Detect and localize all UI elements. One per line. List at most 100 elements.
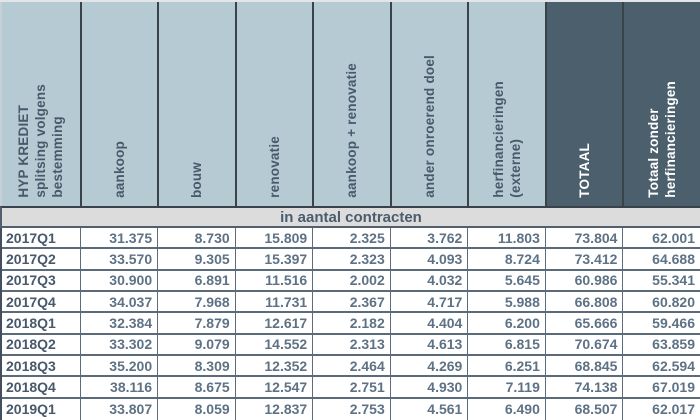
- value-cell: 62.001: [622, 228, 700, 248]
- value-cell: 67.019: [622, 377, 700, 397]
- value-cell: 6.891: [157, 270, 235, 291]
- value-cell: 30.900: [79, 270, 158, 291]
- value-cell: 5.988: [467, 292, 545, 312]
- value-cell: 73.412: [544, 249, 623, 269]
- table-rows: 2017Q1 31.375 8.730 15.809 2.325 3.762 11.803 7…: [0, 228, 700, 420]
- header-cell-totaal-zonder-herfinancieringen: Totaal zonder herfinancieringen: [622, 2, 700, 206]
- quarter-label: 2017Q1: [6, 229, 56, 246]
- value-cell: 33.807: [79, 398, 158, 420]
- header-label-herfinancieringen: herfinancieringen (externe): [491, 81, 524, 198]
- value-cell: 33.302: [79, 334, 158, 355]
- value-cell: 12.547: [234, 377, 313, 397]
- value-cell: 2.002: [312, 270, 390, 291]
- value-cell: 70.674: [544, 334, 623, 355]
- table-row: 2019Q1 33.807 8.059 12.837 2.753 4.561 6.490 68…: [2, 398, 700, 420]
- value-cell: 4.404: [389, 313, 468, 333]
- value-cell: 6.490: [467, 398, 545, 420]
- value-cell: 55.341: [622, 270, 700, 291]
- table-header: HYP KREDIET splitsing volgens bestemming…: [0, 2, 700, 206]
- value-cell: 4.613: [389, 334, 468, 355]
- quarter-label: 2018Q2: [6, 336, 56, 353]
- header-cell-hyp-krediet: HYP KREDIET splitsing volgens bestemming: [2, 2, 80, 206]
- quarter-label: 2017Q3: [6, 272, 56, 289]
- value-cell: 2.464: [312, 356, 390, 376]
- value-cell: 4.930: [389, 377, 468, 397]
- value-cell: 34.037: [79, 292, 158, 312]
- header-label-renovatie: renovatie: [266, 136, 282, 198]
- value-cell: 4.561: [389, 398, 468, 420]
- value-cell: 62.017: [622, 398, 700, 420]
- table-row: 2017Q1 31.375 8.730 15.809 2.325 3.762 11.803 7…: [2, 228, 700, 250]
- unit-band-label: in aantal contracten: [280, 208, 422, 226]
- value-cell: 11.803: [467, 228, 545, 248]
- header-label-totaal-zonder-herfinancieringen: Totaal zonder herfinancieringen: [646, 81, 679, 198]
- value-cell: 2.367: [312, 292, 390, 312]
- header-label-aankoop-renovatie: aankoop + renovatie: [344, 63, 360, 198]
- value-cell: 6.200: [467, 313, 545, 333]
- value-cell: 62.594: [622, 356, 700, 376]
- table-row: 2017Q3 30.900 6.891 11.516 2.002 4.032 5.645 60…: [2, 270, 700, 293]
- value-cell: 9.079: [157, 334, 235, 355]
- value-cell: 8.730: [157, 228, 235, 248]
- table-row: 2017Q4 34.037 7.968 11.731 2.367 4.717 5.988 66…: [2, 292, 700, 314]
- header-label-ander-onroerend-doel: ander onroerend doel: [422, 55, 438, 198]
- quarter-label: 2017Q2: [6, 251, 56, 268]
- table-row: 2018Q4 38.116 8.675 12.547 2.751 4.930 7.119 74…: [2, 377, 700, 399]
- quarter-label: 2019Q1: [6, 401, 56, 418]
- value-cell: 65.666: [544, 313, 623, 333]
- value-cell: 63.859: [622, 334, 700, 355]
- header-cell-aankoop-renovatie: aankoop + renovatie: [312, 2, 390, 206]
- value-cell: 60.820: [622, 292, 700, 312]
- value-cell: 3.762: [389, 228, 468, 248]
- header-label-totaal: TOTAAL: [577, 143, 593, 198]
- value-cell: 7.879: [157, 313, 235, 333]
- value-cell: 8.059: [157, 398, 235, 420]
- quarter-label: 2018Q3: [6, 357, 56, 374]
- quarter-label: 2018Q1: [6, 315, 56, 332]
- value-cell: 2.751: [312, 377, 390, 397]
- value-cell: 12.837: [234, 398, 313, 420]
- value-cell: 8.724: [467, 249, 545, 269]
- value-cell: 38.116: [79, 377, 158, 397]
- header-label-bouw: bouw: [189, 161, 205, 198]
- value-cell: 2.313: [312, 334, 390, 355]
- value-cell: 7.968: [157, 292, 235, 312]
- quarter-label: 2018Q4: [6, 379, 56, 396]
- value-cell: 74.138: [544, 377, 623, 397]
- table-row: 2018Q2 33.302 9.079 14.552 2.313 4.613 6.815 70…: [2, 334, 700, 357]
- header-cell-aankoop: aankoop: [79, 2, 158, 206]
- value-cell: 2.325: [312, 228, 390, 248]
- value-cell: 2.753: [312, 398, 390, 420]
- header-cell-herfinancieringen: herfinancieringen (externe): [467, 2, 545, 206]
- value-cell: 5.645: [467, 270, 545, 291]
- value-cell: 6.815: [467, 334, 545, 355]
- value-cell: 4.093: [389, 249, 468, 269]
- header-cell-ander-onroerend-doel: ander onroerend doel: [389, 2, 468, 206]
- value-cell: 68.507: [544, 398, 623, 420]
- value-cell: 33.570: [79, 249, 158, 269]
- value-cell: 66.808: [544, 292, 623, 312]
- value-cell: 12.352: [234, 356, 313, 376]
- value-cell: 8.675: [157, 377, 235, 397]
- value-cell: 14.552: [234, 334, 313, 355]
- header-cell-renovatie: renovatie: [234, 2, 313, 206]
- value-cell: 31.375: [79, 228, 158, 248]
- value-cell: 11.516: [234, 270, 313, 291]
- value-cell: 4.717: [389, 292, 468, 312]
- value-cell: 11.731: [234, 292, 313, 312]
- value-cell: 4.269: [389, 356, 468, 376]
- table-row: 2018Q1 32.384 7.879 12.617 2.182 4.404 6.200 65…: [2, 313, 700, 335]
- value-cell: 60.986: [544, 270, 623, 291]
- unit-band: in aantal contracten: [0, 206, 700, 228]
- value-cell: 32.384: [79, 313, 158, 333]
- value-cell: 68.845: [544, 356, 623, 376]
- header-label-hyp-krediet: HYP KREDIET splitsing volgens bestemming: [16, 84, 66, 198]
- value-cell: 2.323: [312, 249, 390, 269]
- value-cell: 9.305: [157, 249, 235, 269]
- table-row: 2017Q2 33.570 9.305 15.397 2.323 4.093 8.724 73…: [2, 249, 700, 271]
- quarter-label: 2017Q4: [6, 293, 56, 310]
- header-cell-totaal: TOTAAL: [544, 2, 623, 206]
- value-cell: 6.251: [467, 356, 545, 376]
- value-cell: 59.466: [622, 313, 700, 333]
